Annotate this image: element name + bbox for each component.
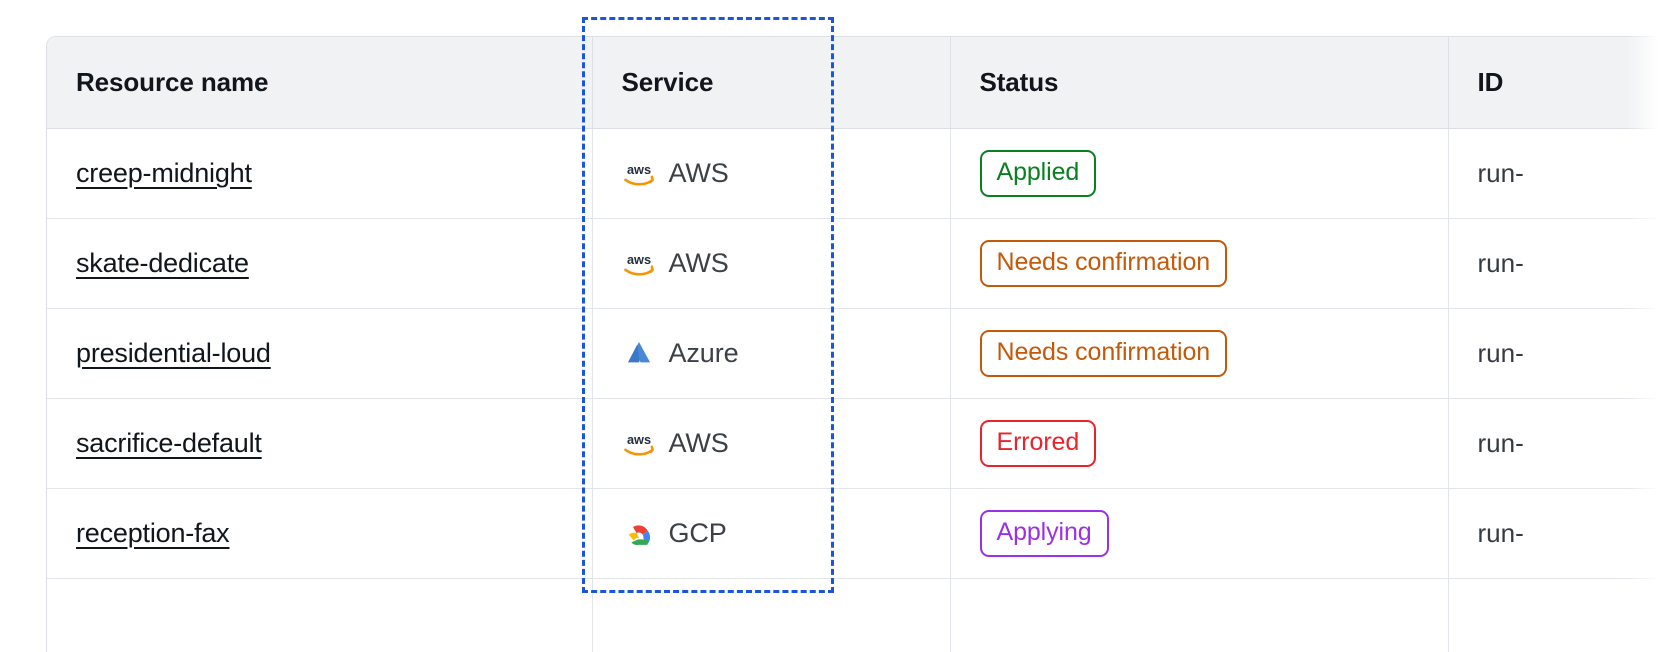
- run-id-text: run-: [1477, 337, 1524, 368]
- service-chip: Azure: [622, 336, 950, 370]
- service-label: Azure: [668, 337, 739, 368]
- svg-text:aws: aws: [626, 432, 650, 447]
- cell-service: GCP: [592, 488, 951, 579]
- cell-status: [950, 578, 1449, 652]
- resource-name-link[interactable]: presidential-loud: [76, 337, 271, 368]
- cell-resource-name: skate-dedicate: [47, 218, 593, 309]
- table-row[interactable]: presidential-loud Azure Needs confirmation…: [47, 308, 1672, 399]
- run-id-text: run-: [1477, 517, 1524, 548]
- status-badge[interactable]: Errored: [979, 419, 1097, 467]
- cell-resource-name: reception-fax: [47, 488, 593, 579]
- service-label: AWS: [668, 247, 729, 278]
- service-label: GCP: [668, 517, 727, 548]
- resource-name-link[interactable]: creep-midnight: [76, 157, 252, 188]
- cell-id: run-: [1448, 398, 1672, 489]
- status-badge[interactable]: Needs confirmation: [979, 239, 1228, 287]
- table-row[interactable]: reception-fax GCP Applying run-: [47, 488, 1672, 579]
- cell-resource-name: presidential-loud: [47, 308, 593, 399]
- cell-service: aws AWS: [592, 398, 951, 489]
- service-label: AWS: [668, 157, 729, 188]
- cell-id: run-: [1448, 128, 1672, 219]
- status-badge[interactable]: Applying: [979, 509, 1109, 557]
- table-body: creep-midnight aws AWS Applied run-skate-ded…: [47, 128, 1672, 652]
- table-row[interactable]: sacrifice-default aws AWS Errored run-: [47, 398, 1672, 489]
- cell-status: Needs confirmation: [950, 218, 1449, 309]
- cell-resource-name: creep-midnight: [47, 128, 593, 219]
- status-badge[interactable]: Applied: [979, 149, 1097, 197]
- cell-service: Azure: [592, 308, 951, 399]
- google-cloud-icon: [628, 525, 650, 545]
- column-header-status[interactable]: Status: [950, 37, 1449, 129]
- column-header-id[interactable]: ID: [1448, 37, 1672, 129]
- cell-status: Applied: [950, 128, 1449, 219]
- table-row[interactable]: skate-dedicate aws AWS Needs confirmation ru…: [47, 218, 1672, 309]
- cell-status: Applying: [950, 488, 1449, 579]
- cell-status: Errored: [950, 398, 1449, 489]
- cell-resource-name: sacrifice-default: [47, 398, 593, 489]
- run-id-text: run-: [1477, 157, 1524, 188]
- svg-text:aws: aws: [626, 252, 650, 267]
- service-chip: GCP: [622, 516, 950, 550]
- cell-id: run-: [1448, 218, 1672, 309]
- table-row[interactable]: [47, 578, 1672, 652]
- azure-logo-icon: [627, 341, 650, 363]
- service-label: AWS: [668, 427, 729, 458]
- cell-id: [1448, 578, 1672, 652]
- cell-status: Needs confirmation: [950, 308, 1449, 399]
- resources-table: Resource name Service Status ID creep-mi…: [47, 37, 1672, 652]
- table-header-row: Resource name Service Status ID: [47, 37, 1672, 129]
- table-header: Resource name Service Status ID: [47, 37, 1672, 129]
- column-header-resource-name[interactable]: Resource name: [47, 37, 593, 129]
- resources-table-container: Resource name Service Status ID creep-mi…: [46, 36, 1672, 652]
- column-header-service[interactable]: Service: [592, 37, 951, 129]
- table-row[interactable]: creep-midnight aws AWS Applied run-: [47, 128, 1672, 219]
- run-id-text: run-: [1477, 427, 1524, 458]
- aws-logo-icon: aws: [623, 162, 654, 186]
- service-chip: aws AWS: [622, 246, 950, 280]
- service-chip: aws AWS: [622, 426, 950, 460]
- cell-resource-name: [47, 578, 593, 652]
- cell-service: aws AWS: [592, 128, 951, 219]
- service-chip: aws AWS: [622, 156, 950, 190]
- status-badge[interactable]: Needs confirmation: [979, 329, 1228, 377]
- aws-logo-icon: aws: [623, 252, 654, 276]
- cell-service: aws AWS: [592, 218, 951, 309]
- run-id-text: run-: [1477, 247, 1524, 278]
- resource-name-link[interactable]: reception-fax: [76, 517, 230, 548]
- resource-name-link[interactable]: skate-dedicate: [76, 247, 249, 278]
- aws-logo-icon: aws: [623, 432, 654, 456]
- svg-text:aws: aws: [626, 162, 650, 177]
- resource-name-link[interactable]: sacrifice-default: [76, 427, 262, 458]
- cell-id: run-: [1448, 308, 1672, 399]
- cell-id: run-: [1448, 488, 1672, 579]
- cell-service: [592, 578, 951, 652]
